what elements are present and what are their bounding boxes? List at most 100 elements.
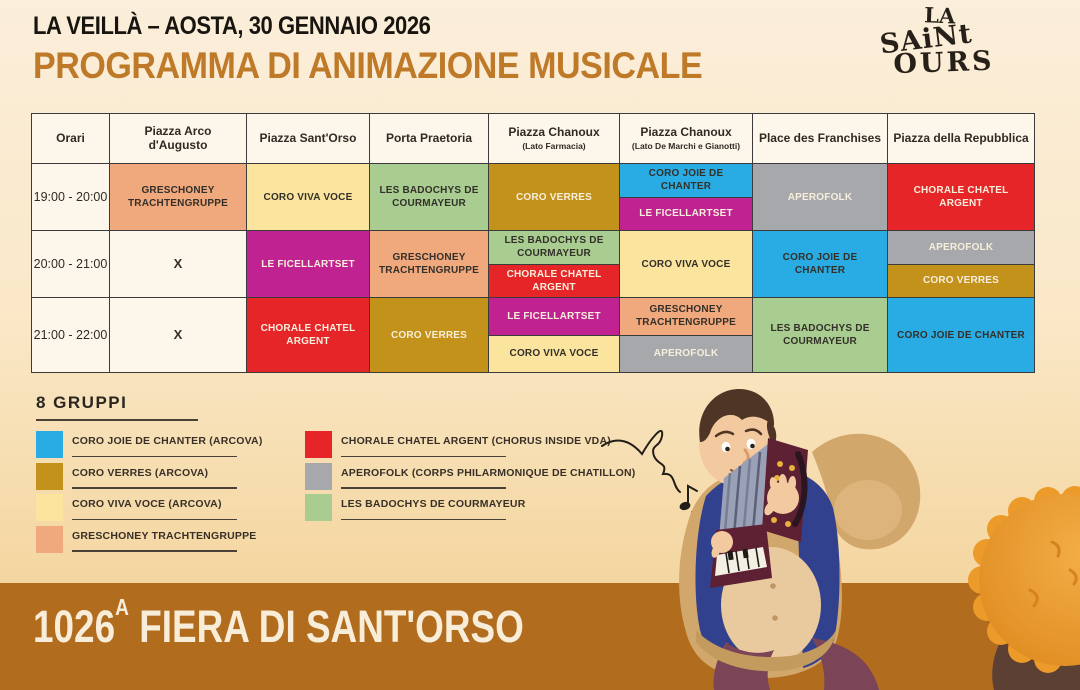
legend-item-underline <box>72 550 237 552</box>
legend-item-label: CORO VIVA VOCE (ARCOVA) <box>72 498 222 510</box>
column-header-label: Piazza Chanoux <box>508 124 600 139</box>
time-cell: 21:00 - 22:00 <box>32 298 110 373</box>
legend-item-underline <box>341 455 506 457</box>
legend-item-label: CHORALE CHATEL ARGENT (CHORUS INSIDE VDA… <box>341 435 611 447</box>
legend-item-right: CORO VIVA VOCE (ARCOVA) <box>72 494 237 521</box>
legend-item: CORO VERRES (ARCOVA) <box>36 462 263 490</box>
schedule-cell: GRESCHONEY TRACHTENGRUPPE <box>110 164 247 231</box>
schedule-cell: APEROFOLK CORO VERRES <box>888 231 1035 298</box>
column-header-label: Piazza Sant'Orso <box>259 130 357 145</box>
schedule-cell: CHORALE CHATEL ARGENT <box>888 164 1035 231</box>
brioche-illustration <box>968 486 1080 690</box>
legend-item-label: APEROFOLK (CORPS PHILARMONIQUE DE CHATIL… <box>341 466 636 479</box>
schedule-chip: X <box>110 231 246 297</box>
schedule-cell: CORO JOIE DE CHANTER LE FICELLARTSET <box>620 164 753 231</box>
legend-item: CORO JOIE DE CHANTER (ARCOVA) <box>36 431 263 458</box>
schedule-chip: APEROFOLK <box>620 334 752 372</box>
footer-superscript: A <box>115 594 129 621</box>
legend-color-swatch <box>36 494 63 521</box>
schedule-chip: APEROFOLK <box>888 231 1034 264</box>
schedule-cell: GRESCHONEY TRACHTENGRUPPE APEROFOLK <box>620 298 753 373</box>
schedule-chip: GRESCHONEY TRACHTENGRUPPE <box>620 298 752 335</box>
schedule-chip: LES BADOCHYS DE COURMAYEUR <box>489 231 619 264</box>
legend-color-swatch <box>305 431 332 458</box>
schedule-chip: CORO VERRES <box>489 164 619 230</box>
schedule-cell: LES BADOCHYS DE COURMAYEUR <box>370 164 489 231</box>
schedule-chip: CHORALE CHATEL ARGENT <box>489 263 619 297</box>
schedule-chip: CORO VIVA VOCE <box>489 334 619 372</box>
schedule-chip: CHORALE CHATEL ARGENT <box>888 164 1034 230</box>
legend-item-label: GRESCHONEY TRACHTENGRUPPE <box>72 529 257 542</box>
legend-item-underline <box>72 455 237 457</box>
accordion-player-illustration <box>601 389 1080 690</box>
time-cell: 20:00 - 21:00 <box>32 231 110 298</box>
schedule-cell: CHORALE CHATEL ARGENT <box>247 298 370 373</box>
legend-item-underline <box>341 487 506 489</box>
schedule-table: Orari Piazza Arco d'Augusto Piazza Sant'Or… <box>31 113 1035 373</box>
column-header-label: Piazza Chanoux <box>640 124 732 139</box>
column-header-cell: Piazza Arco d'Augusto <box>110 114 247 164</box>
legend-title-underline <box>36 419 198 421</box>
schedule-cell: APEROFOLK <box>753 164 888 231</box>
schedule-cell: CORO JOIE DE CHANTER <box>753 231 888 298</box>
column-header-label: Piazza Arco d'Augusto <box>144 123 212 152</box>
legend-item-right: LES BADOCHYS DE COURMAYEUR <box>341 494 526 521</box>
legend-item-right: CHORALE CHATEL ARGENT (CHORUS INSIDE VDA… <box>341 431 611 458</box>
schedule-chip: CORO VERRES <box>370 298 488 372</box>
schedule-chip: LE FICELLARTSET <box>620 196 752 230</box>
column-header-sublabel: (Lato De Marchi e Gianotti) <box>631 141 741 152</box>
schedule-cell: CORO VERRES <box>489 164 620 231</box>
legend-title: 8 GRUPPI <box>36 393 128 412</box>
schedule-chip: LES BADOCHYS DE COURMAYEUR <box>753 298 887 372</box>
schedule-chip: CORO VIVA VOCE <box>247 164 369 230</box>
legend-color-swatch <box>36 462 63 490</box>
schedule-cell: X <box>110 231 247 298</box>
accordion-player <box>679 389 921 690</box>
footer-label: FIERA DI SANT'ORSO <box>139 601 524 652</box>
schedule-chip: CORO VIVA VOCE <box>620 231 752 297</box>
column-header-label: Piazza della Repubblica <box>893 130 1029 145</box>
schedule-cell: CORO JOIE DE CHANTER <box>888 298 1035 373</box>
legend-item-underline <box>72 518 237 520</box>
column-header-cell: Piazza Sant'Orso <box>247 114 370 164</box>
schedule-cell: CORO VERRES <box>370 298 489 373</box>
legend-item-underline <box>72 487 237 489</box>
legend-item-underline <box>341 518 506 520</box>
legend-item-right: APEROFOLK (CORPS PHILARMONIQUE DE CHATIL… <box>341 463 635 490</box>
legend-item-label: CORO JOIE DE CHANTER (ARCOVA) <box>72 435 263 447</box>
schedule-cell: LE FICELLARTSET <box>247 231 370 298</box>
legend-color-swatch <box>36 525 63 553</box>
legend-color-swatch <box>36 431 63 458</box>
la-saint-ours-logo: LA SAiNt OURS <box>876 2 996 81</box>
schedule-cell: LES BADOCHYS DE COURMAYEUR CHORALE CHATEL… <box>489 231 620 298</box>
logo-line: OURS <box>892 45 996 81</box>
legend-item-label: CORO VERRES (ARCOVA) <box>72 466 209 479</box>
column-header-cell: Porta Praetoria <box>370 114 489 164</box>
legend-item-right: CORO JOIE DE CHANTER (ARCOVA) <box>72 431 263 458</box>
column-header-label: Porta Praetoria <box>385 130 473 145</box>
time-cell: 19:00 - 20:00 <box>32 164 110 231</box>
page-title: PROGRAMMA DI ANIMAZIONE MUSICALE <box>33 45 703 86</box>
schedule-cell: LE FICELLARTSET CORO VIVA VOCE <box>489 298 620 373</box>
schedule-chip: APEROFOLK <box>753 164 887 230</box>
schedule-chip: CORO JOIE DE CHANTER <box>753 231 887 297</box>
column-header-cell: Piazza della Repubblica <box>888 114 1035 164</box>
legend-column-left: CORO JOIE DE CHANTER (ARCOVA) CORO VERRES… <box>36 431 263 557</box>
column-header-cell: Orari <box>32 114 110 164</box>
schedule-cell: LES BADOCHYS DE COURMAYEUR <box>753 298 888 373</box>
legend-item-right: GRESCHONEY TRACHTENGRUPPE <box>72 526 257 553</box>
legend-color-swatch <box>305 462 332 490</box>
legend-item-right: CORO VERRES (ARCOVA) <box>72 463 237 490</box>
column-header-label: Orari <box>56 130 85 145</box>
legend-item: CHORALE CHATEL ARGENT (CHORUS INSIDE VDA… <box>305 431 635 458</box>
schedule-chip: LE FICELLARTSET <box>489 298 619 335</box>
schedule-chip: CORO VERRES <box>888 263 1034 297</box>
schedule-chip: X <box>110 298 246 372</box>
legend-item: GRESCHONEY TRACHTENGRUPPE <box>36 525 263 553</box>
event-kicker: LA VEILLÀ – AOSTA, 30 GENNAIO 2026 <box>33 12 431 40</box>
musical-notes-doodle <box>601 429 702 539</box>
schedule-chip: LE FICELLARTSET <box>247 231 369 297</box>
legend-item-label: LES BADOCHYS DE COURMAYEUR <box>341 498 526 510</box>
column-header-cell: Piazza Chanoux (Lato De Marchi e Gianotti… <box>620 114 753 164</box>
